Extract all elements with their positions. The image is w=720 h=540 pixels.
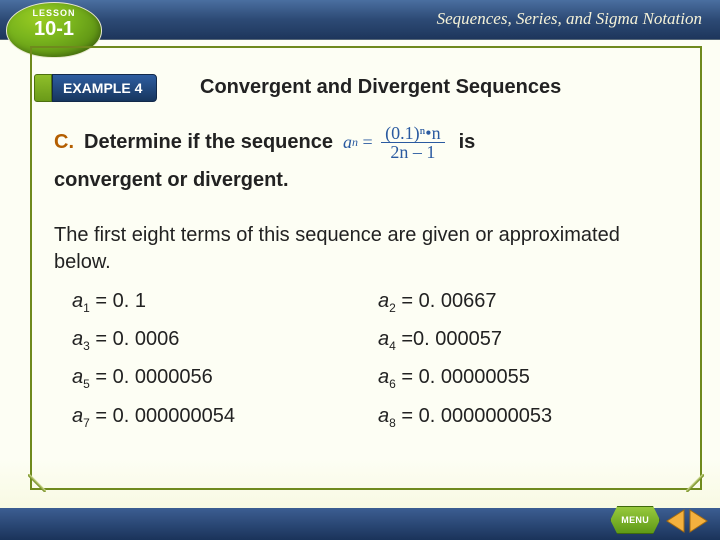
or-word: or [162, 169, 193, 191]
arrow-left-icon [664, 508, 686, 534]
term-sub: 7 [83, 416, 90, 430]
chapter-title: Sequences, Series, and Sigma Notation [437, 9, 702, 29]
term-var: a [378, 290, 389, 312]
question-text-after: is [459, 129, 476, 156]
convergent-word: convergent [54, 169, 162, 191]
term-var: a [72, 290, 83, 312]
example-tab-accent [34, 74, 52, 102]
example-tab: EXAMPLE 4 [34, 74, 157, 102]
term-cell: a7 = 0. 000000054 [72, 403, 360, 431]
frame-border [30, 46, 702, 48]
term-cell: a6 = 0. 00000055 [378, 364, 666, 392]
term-sub: 4 [389, 339, 396, 353]
term-val: = 0. 1 [95, 290, 146, 312]
formula-denominator: 2n – 1 [386, 143, 439, 161]
frame-border [30, 488, 702, 490]
part-letter: C. [54, 129, 74, 156]
term-sub: 6 [389, 377, 396, 391]
nav-arrows [664, 508, 710, 534]
paragraph: The first eight terms of this sequence a… [54, 222, 666, 276]
divergent-word: divergent. [193, 169, 289, 191]
slide-title: Convergent and Divergent Sequences [200, 76, 561, 99]
question-text-before: Determine if the sequence [84, 129, 333, 156]
lesson-badge: LESSON 10-1 [6, 2, 102, 58]
term-var: a [378, 366, 389, 388]
term-var: a [378, 328, 389, 350]
term-sub: 5 [83, 377, 90, 391]
term-sub: 2 [389, 301, 396, 315]
frame-corner [28, 474, 46, 492]
equals-sign: = [358, 130, 377, 154]
term-val: = 0. 00667 [401, 290, 496, 312]
prev-button[interactable] [664, 508, 686, 534]
term-cell: a5 = 0. 0000056 [72, 364, 360, 392]
term-cell: a4 =0. 000057 [378, 326, 666, 354]
frame-corner [686, 474, 704, 492]
menu-button[interactable]: MENU [610, 506, 660, 534]
term-val: = 0. 0000000053 [401, 405, 552, 427]
term-val: = 0. 000000054 [95, 405, 235, 427]
formula-lhs-var: a [343, 130, 352, 154]
term-cell: a8 = 0. 0000000053 [378, 403, 666, 431]
term-val: = 0. 00000055 [401, 366, 529, 388]
frame-border [30, 46, 32, 490]
term-val: = 0. 0000056 [95, 366, 212, 388]
menu-button-label: MENU [621, 515, 649, 525]
sequence-formula: an = (0.1)ⁿ•n 2n – 1 [343, 124, 449, 161]
next-button[interactable] [688, 508, 710, 534]
term-sub: 3 [83, 339, 90, 353]
arrow-right-icon [688, 508, 710, 534]
content-area: C. Determine if the sequence an = (0.1)ⁿ… [54, 124, 666, 431]
frame-border [700, 46, 702, 490]
term-val: = 0. 0006 [95, 328, 179, 350]
term-var: a [378, 405, 389, 427]
example-tab-label: EXAMPLE 4 [52, 74, 157, 102]
term-var: a [72, 405, 83, 427]
term-val: =0. 000057 [401, 328, 502, 350]
question-line-2: convergent or divergent. [54, 167, 666, 194]
term-cell: a1 = 0. 1 [72, 288, 360, 316]
term-sub: 8 [389, 416, 396, 430]
term-sub: 1 [83, 301, 90, 315]
formula-numerator: (0.1)ⁿ•n [381, 124, 444, 143]
formula-fraction: (0.1)ⁿ•n 2n – 1 [381, 124, 444, 161]
slide: LESSON 10-1 Sequences, Series, and Sigma… [0, 0, 720, 540]
lesson-number: 10-1 [7, 18, 101, 40]
term-var: a [72, 366, 83, 388]
lesson-label: LESSON [7, 8, 101, 18]
question-line-1: C. Determine if the sequence an = (0.1)ⁿ… [54, 124, 666, 161]
term-cell: a3 = 0. 0006 [72, 326, 360, 354]
terms-grid: a1 = 0. 1 a2 = 0. 00667 a3 = 0. 0006 a4 … [54, 288, 666, 431]
term-cell: a2 = 0. 00667 [378, 288, 666, 316]
term-var: a [72, 328, 83, 350]
bottom-bar [0, 508, 720, 540]
